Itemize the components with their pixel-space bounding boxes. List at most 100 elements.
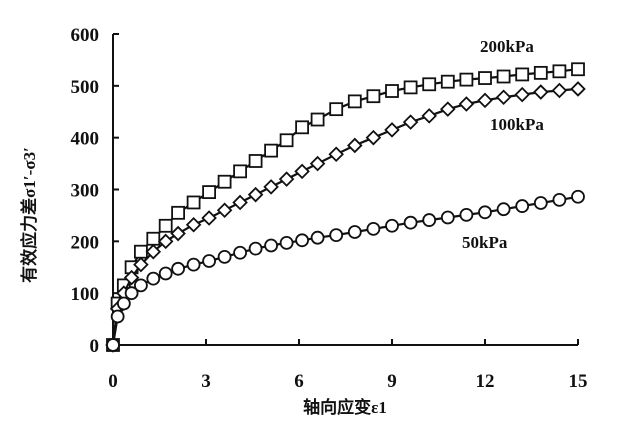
series-labels: 200kPa 100kPa 50kPa xyxy=(462,37,544,252)
data-point-circle xyxy=(106,338,120,352)
data-point-diamond xyxy=(201,210,217,226)
data-point-square xyxy=(459,72,474,87)
data-point-diamond xyxy=(533,84,549,100)
data-point-square xyxy=(146,231,161,246)
data-point-circle xyxy=(186,257,201,272)
data-point-diamond xyxy=(170,225,186,242)
data-point-diamond xyxy=(263,179,279,195)
data-point-circle xyxy=(202,254,217,268)
data-point-square xyxy=(264,143,279,158)
data-point-circle xyxy=(515,199,530,213)
y-tick-label: 200 xyxy=(71,232,100,253)
data-point-square xyxy=(347,94,362,109)
data-point-diamond xyxy=(232,194,248,211)
data-point-circle xyxy=(217,249,232,264)
data-point-square xyxy=(171,205,186,220)
series-50kpa xyxy=(106,189,585,352)
data-point-diamond xyxy=(247,186,264,203)
data-point-circle xyxy=(422,213,437,227)
series-200kpa xyxy=(106,62,585,352)
data-point-diamond xyxy=(123,269,140,286)
plot-area xyxy=(105,62,586,353)
data-point-diamond xyxy=(384,122,400,138)
data-point-circle xyxy=(124,286,139,301)
x-tick-label: 15 xyxy=(569,371,588,392)
data-point-diamond xyxy=(145,243,162,260)
data-point-square xyxy=(186,195,201,210)
data-point-circle xyxy=(158,266,173,281)
data-point-circle xyxy=(385,218,399,233)
y-tick-label: 100 xyxy=(71,284,100,305)
y-tick-label: 600 xyxy=(71,25,100,46)
data-point-diamond xyxy=(365,129,382,146)
data-point-diamond xyxy=(216,202,233,219)
x-tick-label: 0 xyxy=(108,371,118,392)
data-point-circle xyxy=(440,210,455,225)
data-point-diamond xyxy=(328,146,344,163)
data-point-circle xyxy=(459,207,474,222)
series-label-50kpa: 50kPa xyxy=(462,233,508,252)
data-point-square xyxy=(217,174,232,189)
data-point-diamond xyxy=(278,171,295,187)
axes: 0 3 6 9 12 15 0 100 200 300 400 500 600 xyxy=(71,25,588,392)
data-point-diamond xyxy=(477,92,493,109)
y-tick-label: 0 xyxy=(90,336,100,357)
series-label-200kpa: 200kPa xyxy=(480,37,534,56)
data-point-diamond xyxy=(309,155,326,172)
data-point-circle xyxy=(295,233,310,248)
data-point-square xyxy=(385,84,399,98)
data-point-circle xyxy=(233,245,248,260)
data-point-diamond xyxy=(157,233,174,250)
data-point-circle xyxy=(329,228,344,243)
x-tick-label: 12 xyxy=(476,371,495,392)
x-axis-title: 轴向应变ε1 xyxy=(303,397,387,417)
data-point-square xyxy=(366,89,381,104)
data-point-circle xyxy=(248,241,263,256)
data-point-square xyxy=(248,154,263,168)
data-point-diamond xyxy=(570,81,586,97)
data-point-circle xyxy=(366,221,381,236)
data-point-circle xyxy=(478,205,492,220)
data-point-circle xyxy=(347,225,362,239)
data-point-diamond xyxy=(133,256,149,273)
data-point-square xyxy=(310,112,325,127)
series-label-100kpa: 100kPa xyxy=(490,115,544,134)
data-point-circle xyxy=(552,192,567,207)
data-point-circle xyxy=(310,230,325,245)
data-point-circle xyxy=(171,261,186,276)
data-point-square xyxy=(202,185,217,199)
data-point-square xyxy=(329,102,344,117)
data-point-circle xyxy=(533,196,548,210)
data-point-diamond xyxy=(347,137,363,154)
data-point-circle xyxy=(110,309,125,324)
data-point-diamond xyxy=(421,108,437,124)
data-point-square xyxy=(133,244,148,259)
series-100kpa xyxy=(105,81,586,353)
data-point-circle xyxy=(571,189,585,204)
data-point-circle xyxy=(403,215,418,230)
data-point-diamond xyxy=(185,216,202,233)
y-tick-label: 300 xyxy=(71,181,100,202)
data-point-diamond xyxy=(402,114,419,130)
data-point-square xyxy=(158,218,173,233)
data-point-square xyxy=(478,71,492,85)
x-tick-label: 9 xyxy=(387,371,397,392)
data-point-circle xyxy=(264,238,279,253)
data-point-circle xyxy=(279,235,294,250)
data-point-circle xyxy=(133,278,148,293)
data-point-square xyxy=(496,69,511,84)
data-point-diamond xyxy=(440,101,456,117)
data-point-square xyxy=(295,120,310,135)
data-point-square xyxy=(233,164,248,179)
x-tick-label: 3 xyxy=(201,371,211,392)
data-point-diamond xyxy=(458,96,475,112)
data-point-square xyxy=(279,133,294,148)
data-point-square xyxy=(571,62,585,77)
data-point-diamond xyxy=(294,163,310,180)
data-point-square xyxy=(440,74,455,89)
data-point-square xyxy=(533,65,548,80)
data-point-square xyxy=(552,64,567,79)
y-axis-title: 有效应力差σ1′-σ3′ xyxy=(19,147,39,283)
data-point-diamond xyxy=(495,89,512,106)
